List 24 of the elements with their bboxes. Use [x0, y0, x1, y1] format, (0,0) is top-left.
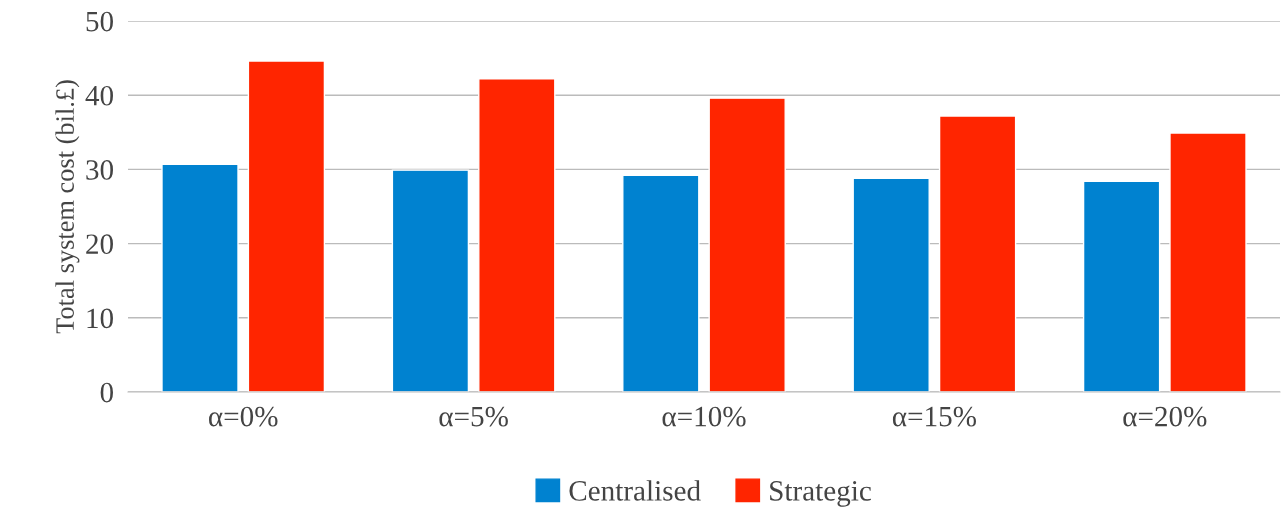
bar: [938, 115, 1017, 392]
bar: [852, 177, 930, 392]
bar: [391, 169, 470, 392]
bar: [247, 60, 326, 392]
x-tick-label: α=5%: [439, 406, 508, 427]
y-tick-label: 0: [100, 382, 113, 403]
bar: [1169, 132, 1247, 392]
x-tick-label: α=10%: [662, 406, 746, 427]
legend-label: Strategic: [770, 481, 871, 507]
bar: [708, 97, 786, 392]
legend-label: Centralised: [569, 480, 701, 501]
y-tick-label: 50: [86, 11, 113, 32]
y-axis-title: Total system cost (bil.£): [55, 80, 80, 334]
bar: [1082, 180, 1161, 392]
x-tick-label: α=15%: [892, 406, 976, 427]
bar: [161, 163, 239, 392]
y-tick-label: 40: [85, 85, 113, 106]
x-tick-label: α=20%: [1123, 406, 1207, 427]
y-tick-label: 30: [86, 160, 113, 180]
x-tick-label: α=0%: [209, 406, 278, 427]
bar: [478, 78, 556, 392]
y-tick-label: 20: [86, 234, 113, 255]
y-tick-label: 10: [87, 308, 113, 329]
bar: [622, 174, 700, 392]
